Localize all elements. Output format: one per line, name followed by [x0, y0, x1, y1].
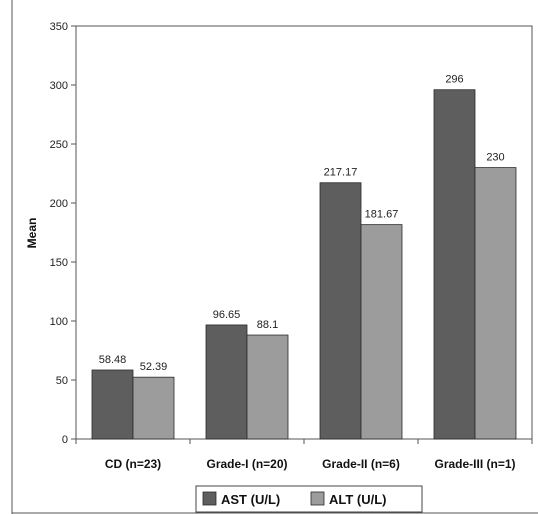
y-tick-label: 300: [50, 80, 68, 92]
bars-group: [91, 89, 517, 440]
bar-alt: [246, 334, 289, 440]
y-axis: 0 50 100 150 200 250 300 350: [50, 21, 76, 446]
data-label: 296: [445, 74, 463, 86]
data-label: 217.17: [324, 167, 358, 179]
data-label: 88.1: [257, 319, 278, 331]
data-label: 96.65: [213, 309, 241, 321]
legend-swatch-ast: [202, 491, 217, 506]
value-labels: 58.48 52.39 96.65 88.1 217.17 181.67 296 230: [99, 74, 505, 373]
bar-ast: [205, 324, 248, 440]
legend-box: [195, 485, 423, 513]
y-axis-title: Mean: [25, 218, 39, 249]
bar-ast: [319, 182, 362, 440]
y-tick-label: 250: [50, 139, 68, 151]
y-tick-label: 50: [56, 375, 68, 387]
data-label: 230: [486, 152, 504, 164]
y-tick-label: 0: [62, 434, 68, 446]
x-tick-label: Grade-II (n=6): [322, 457, 400, 471]
bar-alt: [474, 167, 517, 440]
bar-ast: [91, 369, 134, 440]
legend-label-alt: ALT (U/L): [329, 492, 387, 507]
data-label: 181.67: [365, 209, 399, 221]
y-tick-label: 200: [50, 198, 68, 210]
y-tick-label: 350: [50, 21, 68, 33]
data-label: 52.39: [140, 361, 168, 373]
bar-alt: [132, 376, 175, 440]
x-tick-label: CD (n=23): [105, 457, 161, 471]
legend-label-ast: AST (U/L): [221, 492, 280, 507]
y-tick-label: 100: [50, 316, 68, 328]
y-tick-label: 150: [50, 257, 68, 269]
bar-ast: [433, 89, 476, 440]
data-label: 58.48: [99, 354, 127, 366]
legend: AST (U/L) ALT (U/L): [195, 485, 423, 513]
legend-swatch-alt: [310, 491, 325, 506]
x-tick-label: Grade-III (n=1): [434, 457, 515, 471]
x-tick-label: Grade-I (n=20): [206, 457, 287, 471]
x-axis: CD (n=23) Grade-I (n=20) Grade-II (n=6) Gra…: [75, 439, 533, 471]
bar-alt: [360, 224, 403, 440]
